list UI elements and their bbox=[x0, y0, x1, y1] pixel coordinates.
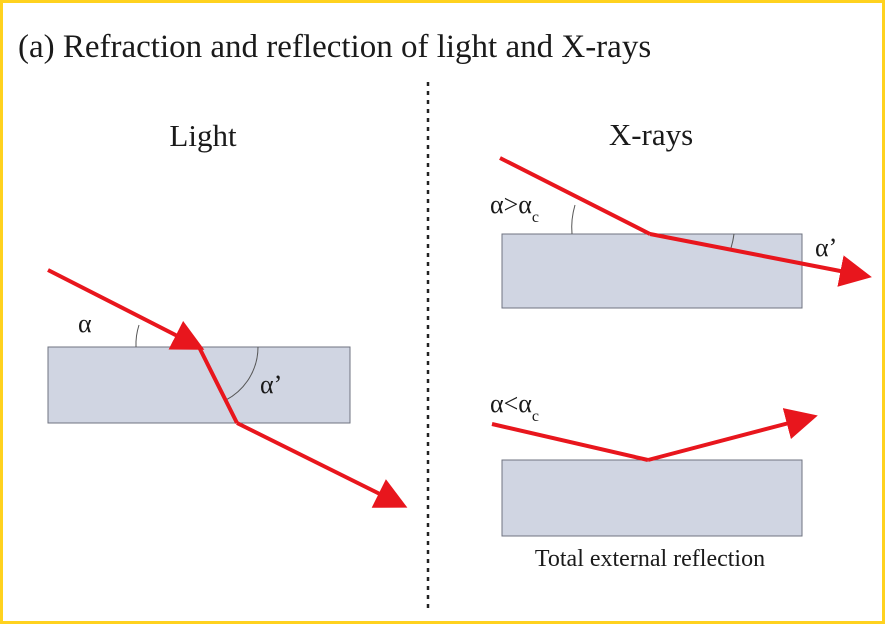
xray-incident-ray bbox=[499, 156, 651, 236]
xrays-heading: X-rays bbox=[609, 117, 693, 152]
xray-refracted-ray bbox=[649, 232, 872, 287]
light-incident-ray bbox=[47, 268, 205, 350]
xray-refraction-slab bbox=[501, 233, 803, 309]
light-heading: Light bbox=[169, 118, 237, 153]
light-refracted-angle-label: α’ bbox=[260, 370, 282, 399]
xray-incident-angle-arc bbox=[571, 204, 576, 235]
xray-refracted-angle-label: α’ bbox=[815, 233, 837, 262]
light-incident-angle-arc bbox=[135, 324, 140, 348]
xray-refraction-angle-label: α>αc bbox=[490, 190, 539, 226]
xray-grazing-incident-ray bbox=[491, 422, 649, 462]
light-refracted-ray bbox=[197, 346, 239, 424]
light-refracted-angle-arc bbox=[225, 346, 259, 401]
xray-reflection-slab bbox=[501, 459, 803, 537]
light-exit-ray bbox=[236, 421, 408, 508]
reflection-caption: Total external reflection bbox=[535, 546, 765, 572]
light-medium-slab bbox=[47, 346, 351, 424]
figure-title: (a) Refraction and reflection of light a… bbox=[18, 29, 651, 65]
xray-reflection-angle-label: α<αc bbox=[490, 389, 539, 425]
xray-reflected-ray bbox=[647, 408, 818, 462]
diagram-canvas: (a) Refraction and reflection of light a… bbox=[18, 29, 872, 612]
light-incident-angle-label: α bbox=[78, 309, 92, 338]
